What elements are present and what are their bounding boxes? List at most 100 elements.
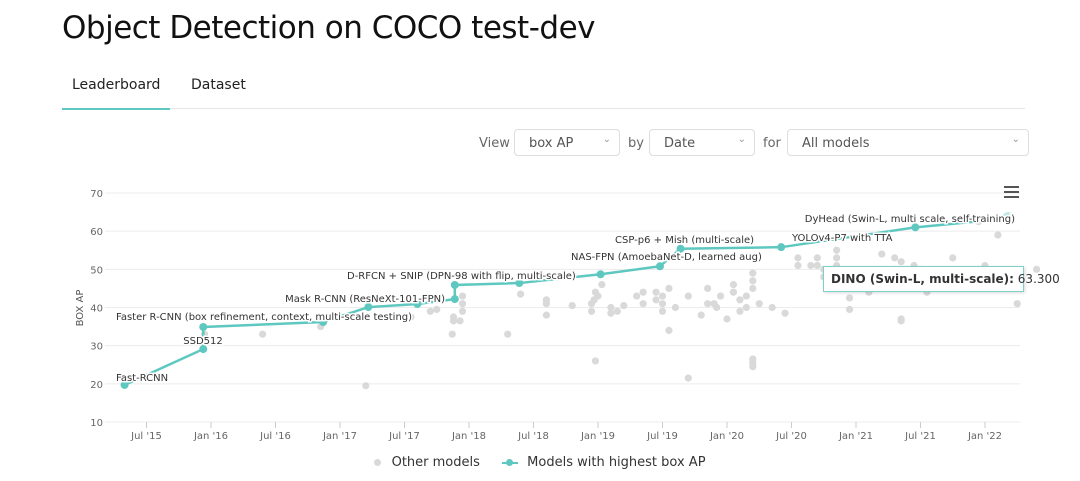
x-tick-label: Jul '20 [775,431,807,442]
other-model-point [658,292,667,300]
other-model-point [716,292,725,300]
other-model-point [591,357,600,365]
other-model-point [594,292,602,300]
x-tick-label: Jul '21 [904,431,936,442]
other-model-point [449,313,458,321]
other-model-point [684,292,692,300]
chart-menu-icon[interactable] [1004,186,1019,201]
other-model-point [658,307,667,315]
chart-tooltip: DINO (Swin-L, multi-scale): 63.300 [823,266,1060,292]
best-model-label: SSD512 [183,336,222,347]
other-model-point [891,254,899,262]
other-model-point [729,288,738,296]
best-model-point [450,295,459,304]
y-tick-label: 40 [90,303,103,314]
other-model-point [607,309,615,317]
other-model-point [794,261,802,270]
other-model-point [1013,300,1021,308]
x-tick-label: Jul '15 [130,431,162,442]
other-model-point [652,296,660,304]
other-model-point [749,277,757,285]
other-model-point [833,254,841,262]
for-select[interactable]: All models ⌄ [787,129,1029,156]
x-tick-label: Jan '19 [580,431,615,442]
best-model-point [911,223,920,232]
other-model-point [607,303,615,312]
other-model-point [949,254,957,262]
other-model-point [568,301,576,310]
other-model-point [994,231,1002,239]
view-select-value: box AP [529,136,574,151]
by-label: by [628,136,644,151]
other-model-point [598,280,606,289]
best-model-label: D-RFCN + SNIP (DPN-98 with flip, multi-s… [347,271,576,282]
other-model-point [517,290,525,298]
y-tick-label: 10 [90,418,103,429]
other-model-point [713,303,721,312]
best-model-label: CSP-p6 + Mish (multi-scale) [615,235,754,246]
x-tick-label: Jan '20 [709,431,744,442]
best-model-point [596,270,605,279]
x-tick-label: Jul '17 [388,431,420,442]
x-tick-label: Jan '22 [967,431,1002,442]
other-model-point [542,311,551,319]
best-model-point [199,345,208,354]
other-model-point [845,294,854,302]
other-model-point [448,330,456,338]
other-model-point [684,374,692,382]
other-model-point [768,303,776,312]
best-model-label: Faster R-CNN (box refinement, context, m… [116,312,412,323]
other-model-point [794,254,802,262]
other-model-point [697,311,705,319]
other-model-point [652,288,660,296]
other-model-point [749,355,757,363]
other-model-point [723,315,731,323]
best-model-point [515,279,524,288]
best-model-point [364,303,373,312]
best-model-point [1001,212,1015,226]
tab-bar: Leaderboard Dataset [62,70,1025,110]
other-model-point [1033,265,1041,273]
view-select[interactable]: box AP ⌄ [514,129,620,156]
other-model-point [259,330,267,338]
best-model-point [777,243,786,252]
y-tick-label: 30 [90,342,103,353]
by-select[interactable]: Date ⌄ [649,129,755,156]
other-model-point [671,303,680,312]
other-model-point [620,301,628,310]
x-tick-label: Jan '21 [838,431,873,442]
other-model-point [639,288,647,296]
legend-best-models[interactable]: Models with highest box AP [527,455,706,470]
legend-other-models[interactable]: Other models [391,455,480,470]
tab-leaderboard[interactable]: Leaderboard [62,77,171,110]
best-model-label: NAS-FPN (AmoebaNet-D, learned aug) [571,252,762,263]
y-tick-label: 20 [90,380,103,391]
best-model-point [120,380,129,389]
best-model-point [655,262,664,271]
other-model-point [458,307,467,315]
other-model-point [658,300,667,308]
legend-best-marker [502,458,519,466]
other-model-point [736,307,744,315]
x-tick-label: Jan '17 [322,431,357,442]
other-model-point [613,307,621,315]
for-label: for [763,136,781,151]
chart-legend: Other models Models with highest box AP [0,455,1080,470]
other-model-point [665,284,673,293]
chevron-down-icon: ⌄ [1011,134,1020,145]
other-model-point [362,382,370,390]
chevron-down-icon: ⌄ [602,134,611,145]
y-tick-label: 50 [90,265,103,276]
other-model-point [845,305,854,313]
y-tick-label: 60 [90,227,103,238]
other-model-point [781,309,789,317]
other-model-point [807,261,815,270]
page-title: Object Detection on COCO test-dev [62,10,596,46]
best-model-label: DyHead (Swin-L, multi scale, self-traini… [805,214,1015,225]
for-select-value: All models [802,136,870,151]
x-tick-label: Jul '16 [259,431,291,442]
tooltip-model-name: DINO (Swin-L, multi-scale): [831,272,1014,286]
tab-dataset[interactable]: Dataset [191,77,246,93]
best-model-label: YOLOv4-P7 with TTA [791,233,893,244]
